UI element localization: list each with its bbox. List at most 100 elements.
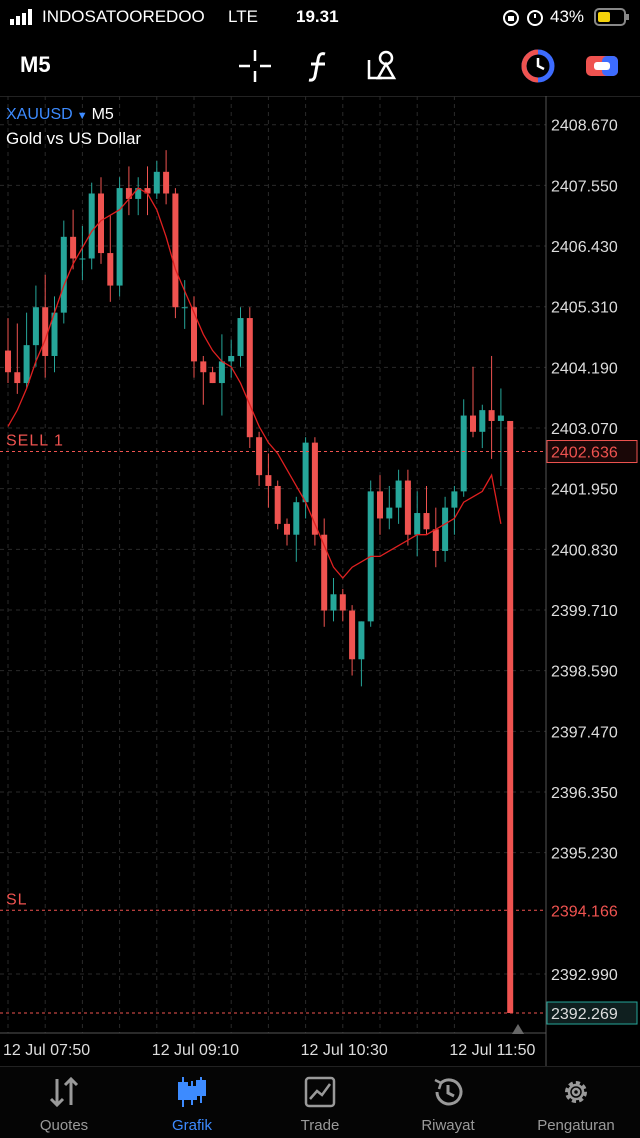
tab-grafik[interactable]: Grafik [128,1067,256,1138]
x-tick-label: 12 Jul 09:10 [152,1042,239,1059]
candle-body [349,610,356,660]
y-tick-label: 2392.990 [551,967,618,984]
moving-average-line [7,187,502,580]
candle-body [5,350,11,373]
tab-trade[interactable]: Trade [256,1067,384,1138]
candle-body [98,193,104,254]
y-tick-label: 2401.950 [551,482,618,499]
candle-body [144,188,151,194]
y-tick-label: 2407.550 [551,178,618,195]
symbol-timeframe: M5 [91,106,114,123]
symbol-description: Gold vs US Dollar [6,129,142,148]
candle-body [228,355,235,362]
candle-body [432,529,439,551]
candle-body [414,513,421,535]
status-bar: INDOSATOOREDOO LTE 19.31 43% [0,0,640,34]
candle-body [88,193,95,259]
tab-grafik-label: Grafik [171,1117,212,1134]
candle-body [256,437,263,476]
candle-body [274,485,281,524]
candle-body [218,361,225,384]
candle-body [311,442,318,535]
rotation-lock-icon [503,10,519,26]
tab-riwayat-label: Riwayat [421,1117,475,1134]
y-tick-label: 2406.430 [551,239,618,256]
candle-body [339,594,346,611]
crosshair-icon[interactable] [237,48,273,84]
candle-body [377,491,383,519]
chart-icon [178,1077,206,1107]
tab-quotes-label: Quotes [39,1117,89,1134]
candle-body [321,534,328,611]
candle-body [293,502,300,535]
sell-price-label: 2402.636 [551,445,618,462]
x-tick-label: 12 Jul 11:50 [449,1042,535,1059]
y-tick-label: 2397.470 [551,724,618,741]
tab-quotes[interactable]: Quotes [0,1067,128,1138]
candle-body [246,318,253,438]
candle-body [200,361,207,373]
sell-price-box [546,440,638,464]
y-tick-label: 2403.070 [551,421,618,438]
objects-icon[interactable] [366,48,402,84]
signal-icon [10,9,32,25]
chart-toolbar: M5 [0,34,640,97]
clock: 19.31 [296,7,339,26]
one-click-icon[interactable] [584,48,620,84]
candle-body [442,507,449,551]
candle-body [479,410,486,432]
symbol-header[interactable]: XAUUSD ▼ M5 [6,106,114,124]
timeframe-button[interactable]: M5 [20,52,51,77]
function-icon[interactable] [301,48,337,84]
candle-body [395,480,402,508]
candle-body [172,193,179,308]
settings-icon [565,1081,587,1103]
bid-price-label: 2392.269 [551,1006,618,1023]
symbol-dropdown-icon[interactable]: ▼ [76,110,88,122]
y-tick-label: 2405.310 [551,300,618,317]
candle-body [386,507,393,519]
tab-pengaturan[interactable]: Pengaturan [512,1067,640,1138]
quotes-icon [49,1076,79,1108]
candle-body [42,307,49,356]
candle-body [209,372,216,384]
y-tick-label: 2395.230 [551,846,618,863]
candle-body [358,621,365,660]
bid-price-box [546,1001,638,1025]
candle-body [330,594,337,611]
bottom-tab-bar: Quotes Grafik Trade Riwayat Pe [0,1066,640,1138]
y-tick-label: 2408.670 [551,118,618,135]
candle-body [181,307,188,309]
candle-body [135,188,142,199]
candle-body [116,188,123,286]
y-tick-label: 2396.350 [551,785,618,802]
candle-body [302,442,309,503]
history-icon [434,1078,463,1106]
candle-body [423,513,430,530]
price-chart[interactable]: 2408.670 2407.550 2406.430 2405.310 2404.190… [0,96,640,1066]
candle-body [14,372,21,384]
carrier-label: INDOSATOOREDOO [42,7,205,26]
y-tick-label: 2398.590 [551,664,618,681]
candle-body [404,480,411,535]
tab-riwayat[interactable]: Riwayat [384,1067,512,1138]
tab-pengaturan-label: Pengaturan [537,1117,615,1134]
candle-body [125,188,132,199]
candle-body [107,253,114,286]
candle-body [79,258,86,260]
candle-body [163,171,170,194]
trade-icon [304,1076,336,1108]
candle-body [265,475,272,486]
candle-body [191,307,197,362]
chart-shift-icon [512,1024,524,1034]
trade-toggle-icon[interactable] [520,48,556,84]
candle-body [60,236,67,313]
candle-body [237,318,244,356]
y-tick-label: 2404.190 [551,360,618,377]
candle-body [70,236,77,259]
battery-percent: 43% [550,7,585,26]
symbol-name: XAUUSD [6,106,73,123]
candle-body [460,415,467,492]
candle-body [488,410,495,421]
battery-icon [594,8,629,26]
